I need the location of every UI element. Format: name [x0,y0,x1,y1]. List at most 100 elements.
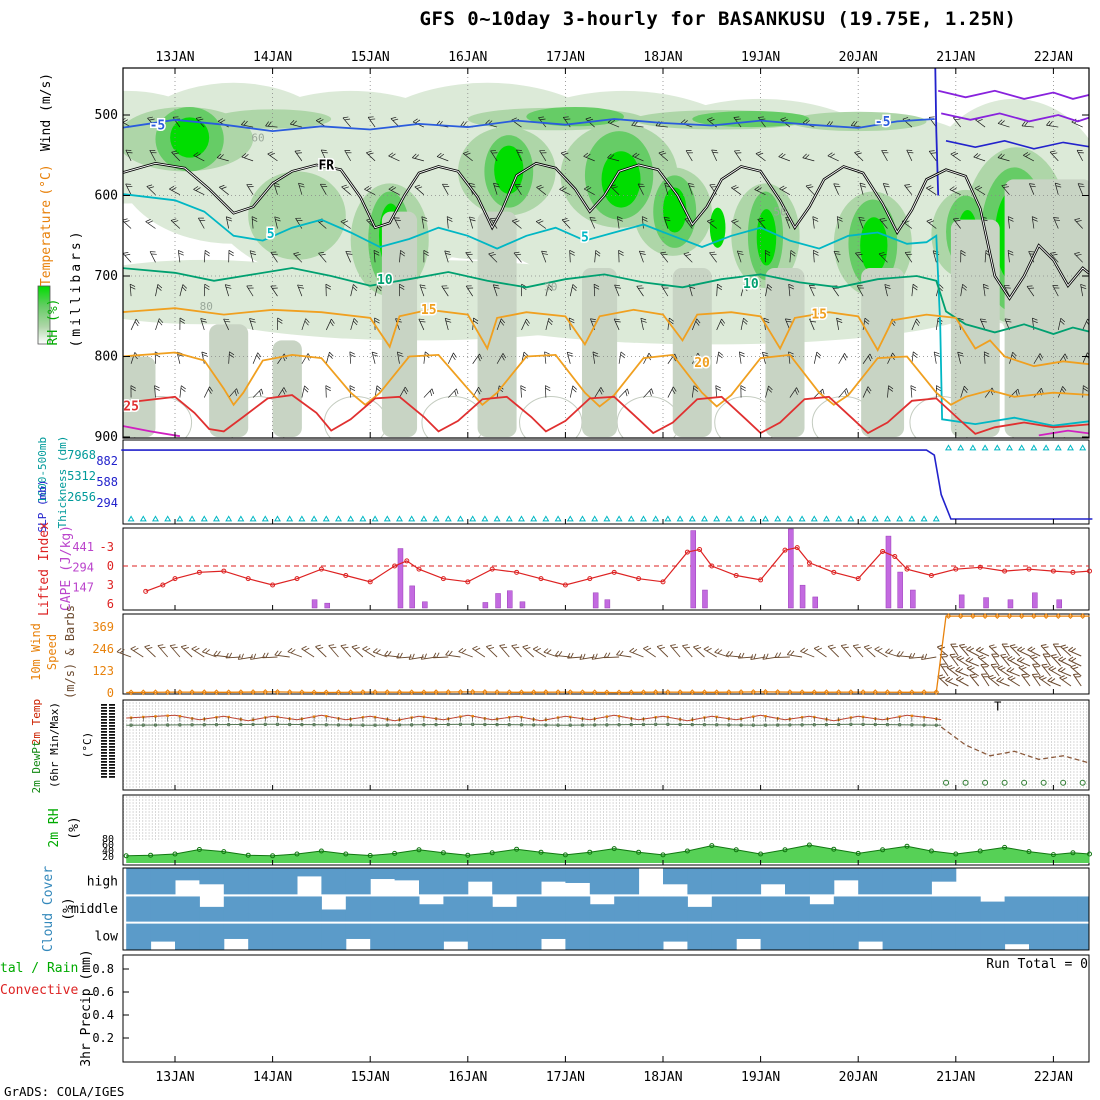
temp-dewpoint-2m-axis-title-0: 2m Temp [30,699,43,745]
rh-gray-streak [272,340,302,437]
temp-border [122,699,1090,791]
slp-tick: 588 [96,475,118,489]
cape-bar [812,596,819,609]
cape-bar [507,590,513,609]
cloud-cell [1029,896,1054,923]
cloud-cell [223,896,249,923]
cloud-cell [736,896,762,923]
precip-tick: 0.8 [92,962,114,976]
rh-gray-streak [1004,179,1089,437]
cloud-cell [736,923,762,939]
cloud-cell [370,868,396,880]
rh-tick: 80 [102,834,114,845]
x-label-top: 14JAN [253,50,292,65]
upper-air-border [122,67,1090,439]
upper-air-axis-title-0: Wind (m/s) [39,73,54,151]
cloud-cell [711,868,737,895]
cloud-cell [516,868,542,895]
contour-label: 5 [267,227,275,242]
x-label-bottom: 14JAN [253,1070,292,1085]
cape-tick: 441 [72,540,94,554]
slp-border [122,439,1090,525]
cloud-cell [1029,923,1054,950]
rh-contour-label: 30 [544,280,557,293]
cloud-cell [687,868,713,895]
cloud-cell [907,868,932,895]
temp-contour [1038,429,1089,437]
slp-thickness-axis-title-0: 1000-500mb [36,437,49,503]
cloud-cell [736,868,762,895]
thickness-tick: 2656 [67,490,96,504]
cloud-cell [1004,896,1030,923]
rh-line [126,844,1090,857]
rh-tick: 60 [102,840,114,851]
upper-air-axis-title-2: Temperature [39,200,54,286]
cloud-cell [931,923,957,950]
cloud-cell [126,923,152,950]
cloud-cell [419,923,444,950]
cloud-cell [663,868,688,885]
precip-3hr-axis-title-0: 3hr Precip (mm) [79,949,94,1066]
cloud-cell [345,868,371,895]
surface-wind-barbs [116,643,1082,687]
li-tick: -3 [100,540,114,554]
cloud-cell [516,923,542,950]
cloud-cell [223,923,249,939]
cloud-cell [321,868,347,895]
cloud-cell [1077,923,1089,950]
cloud-cell [443,896,469,923]
grads-credit: GrADS: COLA/IGES [4,1084,125,1099]
cloud-row-label-low: low [95,929,119,944]
cloud-cell [663,923,688,942]
temp-dewpoint-2m-axis-title-3: (°C) [81,732,94,759]
slp-tick: 882 [96,454,118,468]
temp-contour [123,307,1089,368]
cape-bar [799,584,806,609]
cloud-cell [589,904,615,923]
cloud-cell [541,868,566,882]
rh-blob [663,187,687,233]
li-tick: 3 [107,578,114,592]
cape-tick: 147 [72,581,94,595]
t-marker: T [994,699,1001,713]
precip-total-rain-label: tal / Rain [0,961,79,976]
rh-2m-axis-title-1: (%) [67,816,82,839]
cloud-cell [1053,896,1079,923]
cloud-cell [272,896,298,923]
cloud-cell [663,896,688,923]
cape-bar [604,599,611,609]
cloud-cell [297,868,322,877]
cloud-cell [882,896,908,923]
rh-blob [170,117,210,158]
cloud-cell [760,896,786,923]
temp-tail-line [940,726,1090,764]
thickness-tick: 5312 [67,469,96,483]
cloud-cell [833,896,859,923]
cloud-cell [907,896,932,923]
cape-bar [910,589,916,609]
cloud-cell [492,868,518,895]
rh-blob [709,207,726,248]
contour-label: 20 [694,356,710,371]
pressure-tick: 700 [95,269,118,284]
contour-label: 10 [743,277,759,292]
temp-dewpoint-2m-axis-title-2: (6hr Min/Max) [48,702,61,788]
wind-tick: 123 [92,664,114,678]
cloud-cell [955,896,981,923]
cape-bar [702,589,708,609]
cloud-cell [785,923,810,950]
temp-contour [123,118,935,133]
x-label-top: 13JAN [155,50,194,65]
cloud-cell [638,923,664,950]
cloud-cell [150,868,176,895]
cloud-cell [614,923,640,950]
contour-label: 15 [811,308,827,323]
wind-10m-axis-title-2: (m/s) & Barbs [63,605,77,699]
x-label-top: 18JAN [643,50,682,65]
rh2m-border [122,794,1090,866]
cloud-cell [711,896,737,923]
cloud-cell [1077,896,1089,923]
cloud-cell [492,906,518,923]
cape-bar [1056,599,1063,609]
cloud-cell [931,896,957,923]
